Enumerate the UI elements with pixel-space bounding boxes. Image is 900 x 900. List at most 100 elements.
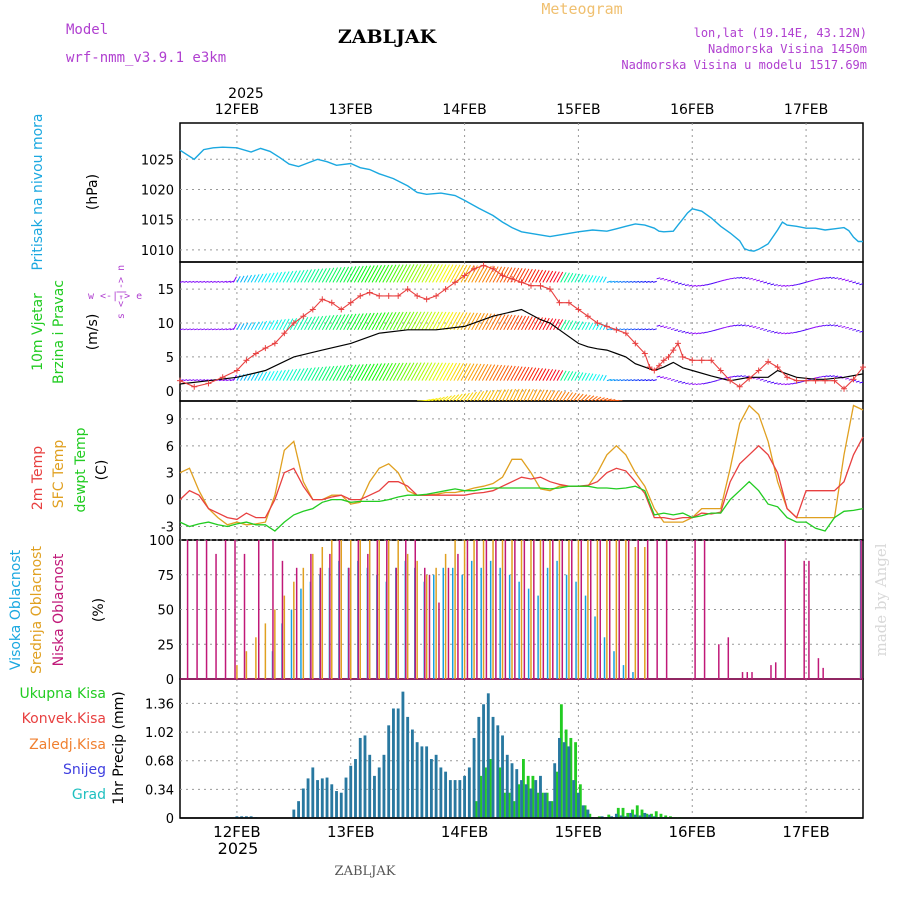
wind-barb <box>859 330 863 333</box>
snow-bar <box>572 780 576 818</box>
wind-barb <box>577 321 584 331</box>
wind-barb <box>562 391 570 401</box>
rain-bar <box>645 813 649 818</box>
wind-barb <box>588 373 594 381</box>
wind-barb <box>855 329 860 332</box>
wind-barb <box>296 317 305 331</box>
snow-bar <box>444 771 448 818</box>
wind-barb <box>279 369 286 381</box>
wind-barb <box>820 277 825 280</box>
wind-barb <box>576 393 584 401</box>
wind-unit: (m/s) <box>85 314 101 351</box>
wind-barb <box>417 311 429 331</box>
wind-barb <box>328 365 338 381</box>
rain-bar <box>631 809 634 818</box>
wind-barb <box>530 389 538 401</box>
rain-bar <box>564 729 568 818</box>
wind-barb <box>602 276 607 283</box>
wind-barb <box>563 370 570 381</box>
snow-bar <box>311 767 315 818</box>
wind-barb <box>464 265 475 283</box>
wind-barb <box>706 330 711 333</box>
wind-barb <box>559 391 566 401</box>
wind-barb <box>521 316 530 331</box>
wind-barb <box>602 324 607 331</box>
wind-barb <box>553 318 560 331</box>
wind-barb <box>567 371 574 381</box>
wind-barb <box>435 264 447 283</box>
wind-barb <box>688 332 693 335</box>
wind-barb <box>560 319 567 331</box>
wind-barb <box>385 362 397 381</box>
wind-barb <box>293 368 301 381</box>
wind-barb <box>830 276 835 279</box>
wind-barb <box>492 364 503 381</box>
wind-barb <box>752 278 757 281</box>
wind-barb <box>524 316 533 331</box>
wind-barb <box>247 274 253 283</box>
snow-bar <box>373 775 376 818</box>
wind-barb <box>717 280 721 283</box>
wind-barb <box>670 280 675 283</box>
snow-bar <box>581 805 585 818</box>
wind-barb <box>855 282 860 285</box>
wind-barb <box>307 316 316 331</box>
wind-barb <box>496 365 506 381</box>
rain-bar <box>488 759 492 818</box>
snow-bar <box>638 815 642 818</box>
sfc-temp-line <box>179 404 864 526</box>
wind-barb <box>645 379 650 382</box>
wind-barb <box>795 381 800 384</box>
wind-barb <box>642 328 647 331</box>
wind-barb <box>201 328 206 331</box>
wind-barb <box>560 370 567 381</box>
snow-bar <box>543 792 547 818</box>
wind-barb <box>809 279 814 282</box>
wind-barb <box>638 379 643 382</box>
wind-barb <box>272 319 279 331</box>
wind-barb <box>798 282 803 285</box>
bottom-day-labels: 12FEB 13FEB 14FEB 15FEB 16FEB 17FEB <box>213 823 830 841</box>
wind-barb <box>282 369 290 381</box>
wind-panel <box>177 262 866 401</box>
wind-barb <box>460 264 471 283</box>
wind-barb <box>709 282 714 285</box>
wind-barb <box>699 332 704 335</box>
wind-barb <box>685 331 689 334</box>
wind-barb <box>591 396 598 401</box>
temp-frame <box>179 400 864 541</box>
wind-barb <box>531 269 540 283</box>
rain-bar <box>621 807 625 818</box>
wind-barb <box>250 321 256 331</box>
snow-bar <box>600 816 604 818</box>
y-tick-label: 3 <box>166 467 174 482</box>
wind-barb <box>180 280 184 283</box>
wind-barb <box>813 326 817 329</box>
snow-bar <box>524 784 528 818</box>
wind-barb <box>820 375 825 378</box>
low-cloud-label: Niska Oblacnost <box>51 553 67 666</box>
wind-barb <box>489 266 499 283</box>
snow-bar <box>301 788 305 818</box>
wind-barb <box>477 390 485 401</box>
wind-barb <box>215 328 220 331</box>
wind-barb <box>830 375 835 378</box>
wind-barb <box>286 369 294 381</box>
wind-barb <box>731 277 736 280</box>
snow-bar <box>633 814 637 818</box>
wind-barb <box>595 323 601 331</box>
wind-barb <box>350 313 361 331</box>
wind-barb <box>677 330 682 333</box>
y-tick-label: 10 <box>157 317 174 332</box>
wind-barb <box>254 321 260 331</box>
wind-barb <box>795 283 800 286</box>
wind-barb <box>464 312 475 331</box>
wind-barb <box>538 317 547 331</box>
wind-title-2: Brzina i Pravac <box>51 280 67 384</box>
wind-barb <box>240 275 245 283</box>
wind-barb <box>724 326 728 329</box>
wind-barb <box>535 368 543 381</box>
wind-barb <box>777 332 782 335</box>
y-tick-label: 0 <box>166 494 174 509</box>
high-cloud-label: Visoka Oblacnost <box>8 549 24 670</box>
